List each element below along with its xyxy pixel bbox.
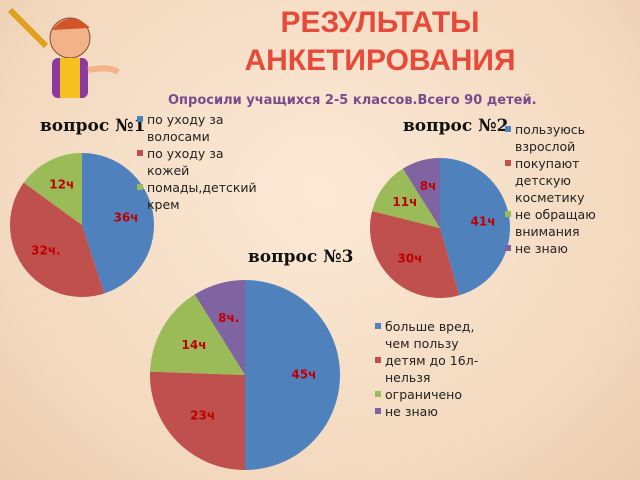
pie-slice (402, 158, 440, 228)
title: РЕЗУЛЬТАТЫ АНКЕТИРОВАНИЯ (244, 6, 516, 77)
chart-title: вопрос №1 (40, 116, 146, 136)
legend-item: пользуюсь взрослой (505, 121, 605, 155)
data-label: 36ч (114, 211, 139, 225)
legend-item: ограничено (375, 386, 490, 403)
legend-swatch (375, 391, 381, 397)
pie-slice (82, 153, 154, 294)
legend-label: по уходу за кожей (147, 146, 224, 178)
pie-slice (150, 294, 245, 375)
legend-label: не знаю (385, 404, 438, 419)
data-label: 23ч (190, 408, 215, 422)
legend: по уходу за волосами по уходу за кожей пом… (137, 111, 257, 213)
legend-item: больше вред, чем пользу (375, 318, 490, 352)
legend-swatch (137, 150, 143, 156)
data-label: 30ч (397, 252, 422, 266)
pie-slice (23, 153, 82, 225)
data-label: 32ч. (31, 244, 61, 258)
pie-slice (372, 168, 440, 228)
data-label: 41ч (471, 214, 496, 228)
legend-item: не знаю (505, 240, 605, 257)
data-label: 11ч (392, 195, 417, 209)
legend-swatch (137, 184, 143, 190)
legend-item: по уходу за кожей (137, 145, 233, 179)
legend-swatch (505, 211, 511, 217)
subtitle: Опросили учащихся 2-5 классов.Всего 90 д… (168, 93, 537, 108)
cartoon (7, 7, 120, 98)
legend-swatch (375, 357, 381, 363)
legend-label: покупают детскую косметику (515, 156, 585, 205)
pie-slice (369, 211, 460, 299)
pie-slice (245, 280, 340, 470)
legend: пользуюсь взрослой покупают детскую косме… (505, 121, 605, 257)
pie-slice (440, 158, 511, 296)
legend-item: не знаю (375, 403, 490, 420)
legend-item: не обращаю внимания (505, 206, 605, 240)
legend-swatch (505, 126, 511, 132)
data-label: 8ч (420, 179, 437, 193)
legend-label: пользуюсь взрослой (515, 122, 585, 154)
legend-label: не знаю (515, 241, 568, 256)
data-label: 45ч (291, 368, 316, 382)
legend-label: больше вред, чем пользу (385, 319, 475, 351)
legend-swatch (137, 116, 143, 122)
legend-label: помады,детский крем (147, 180, 257, 212)
data-label: 14ч (182, 338, 207, 352)
legend-swatch (505, 245, 511, 251)
pie-slice (194, 280, 245, 375)
legend-label: не обращаю внимания (515, 207, 596, 239)
data-label: 8ч. (218, 311, 239, 325)
pie-slice (150, 371, 245, 470)
legend-swatch (375, 323, 381, 329)
legend-item: по уходу за волосами (137, 111, 233, 145)
legend-label: ограничено (385, 387, 463, 402)
data-label: 12ч (49, 178, 74, 192)
legend-item: покупают детскую косметику (505, 155, 605, 206)
chart-title: вопрос №2 (403, 116, 509, 136)
legend-label: детям до 16л-нельзя (385, 353, 479, 385)
legend: больше вред, чем пользу детям до 16л-нель… (375, 318, 490, 420)
chart-title: вопрос №3 (248, 247, 354, 267)
legend-swatch (375, 408, 381, 414)
legend-label: по уходу за волосами (147, 112, 224, 144)
pie-slice (9, 182, 105, 298)
legend-swatch (505, 160, 511, 166)
legend-item: детям до 16л-нельзя (375, 352, 490, 386)
legend-item: помады,детский крем (137, 179, 257, 213)
